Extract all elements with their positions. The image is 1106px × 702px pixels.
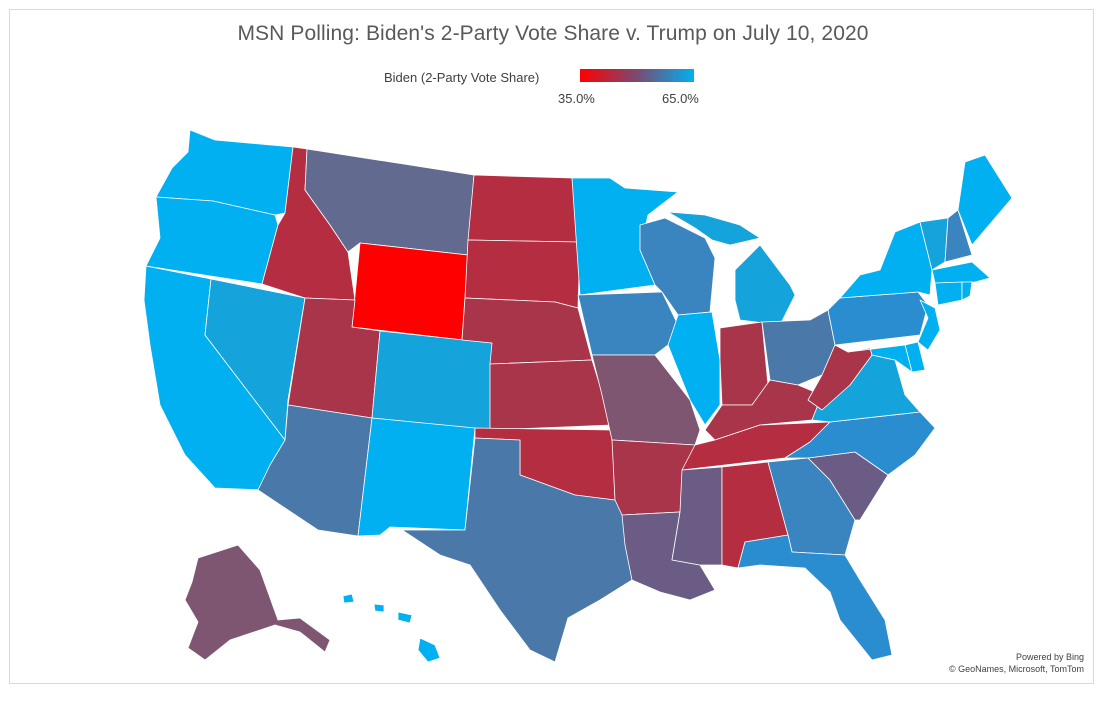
legend-max-label: 65.0%: [662, 91, 699, 106]
state-michigan[interactable]: [734, 244, 796, 326]
state-new-hampshire[interactable]: [944, 209, 973, 263]
state-pennsylvania[interactable]: [827, 291, 929, 346]
legend-color-scale: [580, 69, 694, 82]
state-michigan-up[interactable]: [667, 211, 761, 246]
state-south-dakota[interactable]: [464, 239, 581, 309]
map-title: MSN Polling: Biden's 2-Party Vote Share …: [237, 22, 869, 45]
credit-attribution: © GeoNames, Microsoft, TomTom: [949, 664, 1084, 674]
state-maine[interactable]: [957, 154, 1013, 246]
state-minnesota[interactable]: [571, 177, 679, 296]
state-colorado[interactable]: [371, 330, 493, 431]
state-rhode-island[interactable]: [961, 281, 973, 301]
state-wyoming[interactable]: [351, 242, 469, 341]
state-connecticut[interactable]: [934, 281, 963, 306]
legend-label: Biden (2-Party Vote Share): [384, 70, 540, 85]
state-maryland[interactable]: [847, 344, 913, 373]
credit-powered-by: Powered by Bing: [1015, 652, 1084, 662]
state-new-york[interactable]: [839, 221, 933, 299]
state-florida[interactable]: [737, 534, 893, 661]
state-north-dakota[interactable]: [467, 174, 581, 243]
legend-min-label: 35.0%: [558, 91, 595, 106]
state-hawaii[interactable]: [342, 593, 441, 663]
state-new-jersey[interactable]: [917, 299, 941, 351]
state-illinois[interactable]: [667, 311, 721, 426]
state-texas[interactable]: [401, 437, 633, 663]
state-missouri[interactable]: [591, 354, 701, 446]
state-north-carolina[interactable]: [784, 411, 936, 476]
state-iowa[interactable]: [577, 291, 679, 356]
state-kansas[interactable]: [489, 359, 613, 431]
state-massachusetts[interactable]: [931, 261, 991, 284]
state-new-mexico[interactable]: [357, 417, 476, 537]
state-alaska[interactable]: [184, 544, 331, 661]
